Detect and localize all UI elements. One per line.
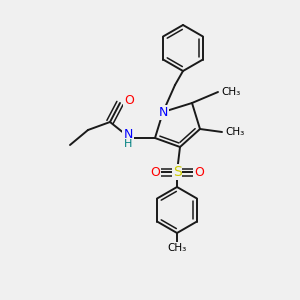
Text: CH₃: CH₃ xyxy=(221,87,240,97)
Text: H: H xyxy=(124,139,132,149)
Text: CH₃: CH₃ xyxy=(167,243,187,253)
Text: S: S xyxy=(172,165,182,179)
Text: N: N xyxy=(123,128,133,142)
Text: CH₃: CH₃ xyxy=(225,127,244,137)
Text: O: O xyxy=(194,166,204,178)
Text: O: O xyxy=(150,166,160,178)
Text: O: O xyxy=(124,94,134,107)
Text: N: N xyxy=(158,106,168,118)
